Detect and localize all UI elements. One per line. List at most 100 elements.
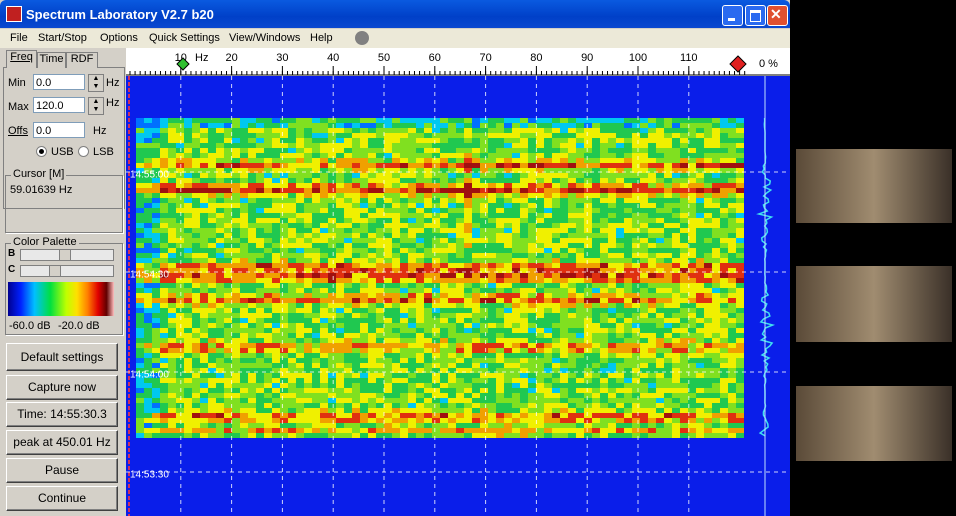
waterfall-cell (376, 158, 384, 163)
waterfall-cell (632, 318, 640, 323)
waterfall-cell (560, 423, 568, 428)
waterfall-cell (272, 208, 280, 213)
waterfall-cell (672, 293, 680, 298)
waterfall-cell (576, 273, 584, 278)
button[interactable]: peak at 450.01 Hz (6, 430, 118, 455)
waterfall-cell (528, 133, 536, 138)
button[interactable]: Capture now (6, 375, 118, 400)
waterfall-cell (728, 213, 736, 218)
waterfall-cell (664, 233, 672, 238)
waterfall-cell (352, 323, 360, 328)
waterfall-cell (192, 313, 200, 318)
waterfall-cell (232, 348, 240, 353)
waterfall-cell (616, 383, 624, 388)
waterfall-cell (488, 328, 496, 333)
waterfall-cell (616, 298, 624, 303)
b-scrollbar[interactable] (20, 249, 114, 261)
c-scrollbar[interactable] (20, 265, 114, 277)
waterfall-cell (632, 118, 640, 123)
button[interactable]: Default settings (6, 343, 118, 371)
button[interactable]: Time: 14:55:30.3 (6, 402, 118, 427)
offs-input[interactable]: 0.0 (33, 122, 85, 138)
waterfall-cell (680, 258, 688, 263)
usb-radio[interactable] (36, 146, 47, 157)
waterfall-cell (584, 338, 592, 343)
waterfall-cell (696, 328, 704, 333)
waterfall-cell (224, 153, 232, 158)
waterfall-cell (696, 203, 704, 208)
waterfall-cell (440, 203, 448, 208)
waterfall-cell (600, 393, 608, 398)
waterfall-cell (176, 313, 184, 318)
lsb-radio[interactable] (78, 146, 89, 157)
waterfall-cell (376, 303, 384, 308)
waterfall-cell (368, 213, 376, 218)
tab[interactable]: Time (37, 52, 66, 68)
max-input[interactable]: 120.0 (33, 97, 85, 113)
waterfall-cell (544, 333, 552, 338)
waterfall-cell (152, 338, 160, 343)
waterfall-cell (728, 158, 736, 163)
close-button[interactable]: ✕ (767, 5, 788, 26)
waterfall-cell (648, 123, 656, 128)
waterfall-cell (352, 168, 360, 173)
waterfall-cell (264, 208, 272, 213)
waterfall-cell (408, 298, 416, 303)
waterfall-cell (688, 298, 696, 303)
waterfall-cell (344, 368, 352, 373)
waterfall-cell (576, 138, 584, 143)
waterfall-cell (376, 183, 384, 188)
waterfall-cell (344, 238, 352, 243)
minimize-button[interactable] (722, 5, 743, 26)
waterfall-cell (352, 153, 360, 158)
waterfall-cell (232, 293, 240, 298)
waterfall-cell (408, 393, 416, 398)
waterfall-cell (200, 133, 208, 138)
waterfall-cell (496, 333, 504, 338)
waterfall-cell (488, 318, 496, 323)
waterfall-cell (264, 393, 272, 398)
waterfall-cell (376, 123, 384, 128)
max-spinner[interactable]: ▲ ▼ (88, 97, 104, 115)
min-spinner[interactable]: ▲ ▼ (88, 74, 104, 92)
waterfall-cell (400, 288, 408, 293)
waterfall-cell (464, 283, 472, 288)
maximize-button[interactable] (745, 5, 766, 26)
waterfall-cell (424, 238, 432, 243)
waterfall-cell (400, 263, 408, 268)
menu-item[interactable]: Quick Settings (149, 32, 220, 44)
menu-item[interactable]: Start/Stop (38, 32, 87, 44)
waterfall-cell (496, 358, 504, 363)
waterfall-cell (656, 353, 664, 358)
button[interactable]: Pause (6, 458, 118, 483)
waterfall-cell (328, 208, 336, 213)
waterfall-cell (472, 408, 480, 413)
tab[interactable]: Freq (6, 50, 37, 68)
menu-item[interactable]: File (10, 32, 28, 44)
waterfall-cell (616, 138, 624, 143)
waterfall-cell (464, 288, 472, 293)
waterfall-cell (376, 143, 384, 148)
menu-item[interactable]: Help (310, 32, 333, 44)
menu-item[interactable]: View/Windows (229, 32, 301, 44)
waterfall-cell (152, 348, 160, 353)
waterfall-cell (256, 198, 264, 203)
waterfall-cell (648, 278, 656, 283)
waterfall-cell (344, 308, 352, 313)
menu-item[interactable]: Options (100, 32, 138, 44)
waterfall-cell (480, 293, 488, 298)
waterfall-cell (432, 163, 440, 168)
waterfall-cell (480, 418, 488, 423)
waterfall-cell (368, 158, 376, 163)
waterfall-cell (328, 278, 336, 283)
waterfall-cell (472, 288, 480, 293)
waterfall-cell (384, 158, 392, 163)
waterfall-cell (712, 213, 720, 218)
waterfall-cell (672, 268, 680, 273)
waterfall-cell (520, 258, 528, 263)
waterfall-cell (344, 188, 352, 193)
tab[interactable]: RDF (66, 52, 98, 68)
min-input[interactable]: 0.0 (33, 74, 85, 90)
waterfall-cell (528, 193, 536, 198)
button[interactable]: Continue (6, 486, 118, 511)
